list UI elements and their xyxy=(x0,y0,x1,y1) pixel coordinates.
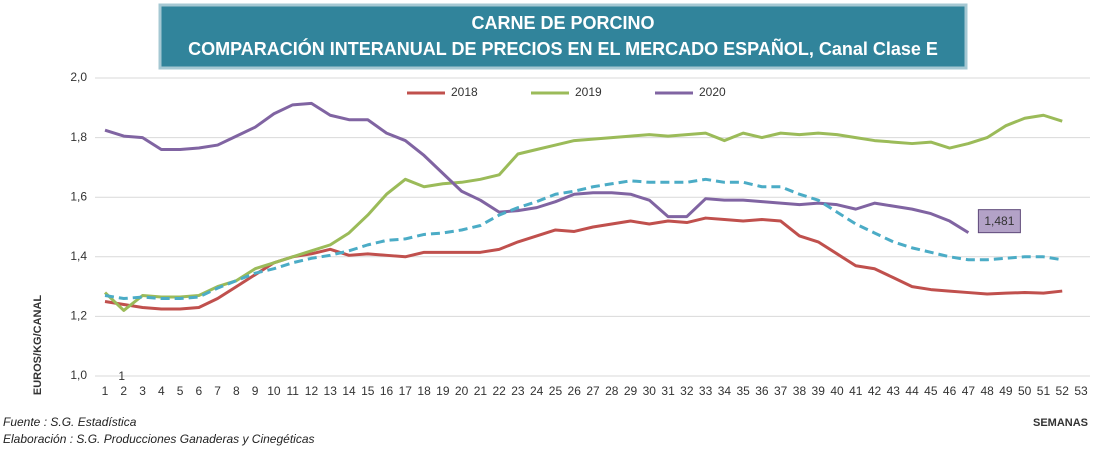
x-tick-label: 50 xyxy=(1018,384,1032,398)
x-tick-label: 48 xyxy=(980,384,994,398)
x-tick-label: 29 xyxy=(624,384,638,398)
x-tick-label: 38 xyxy=(793,384,807,398)
x-tick-label: 30 xyxy=(643,384,657,398)
y-tick-label: 2,0 xyxy=(70,70,87,84)
y-tick-label: 1,8 xyxy=(70,130,87,144)
x-tick-label: 11 xyxy=(286,384,299,398)
x-tick-label: 33 xyxy=(699,384,713,398)
x-tick-label: 18 xyxy=(417,384,431,398)
y-tick-label: 1,6 xyxy=(70,189,87,203)
x-tick-label: 2 xyxy=(120,384,127,398)
x-tick-label: 19 xyxy=(436,384,450,398)
x-tick-label: 8 xyxy=(233,384,240,398)
x-tick-label: 42 xyxy=(868,384,882,398)
x-tick-label: 13 xyxy=(324,384,338,398)
x-tick-label: 4 xyxy=(158,384,165,398)
y-axis-label: EUROS/KG/CANAL xyxy=(32,295,44,396)
x-tick-label: 17 xyxy=(399,384,413,398)
x-tick-label: 32 xyxy=(680,384,694,398)
chart-title: CARNE DE PORCINO xyxy=(471,13,654,33)
x-tick-label: 52 xyxy=(1056,384,1070,398)
credit-note: Elaboración : S.G. Producciones Ganadera… xyxy=(3,432,315,446)
title-box xyxy=(158,3,968,70)
x-tick-label: 21 xyxy=(474,384,488,398)
x-tick-label: 26 xyxy=(568,384,582,398)
x-tick-label: 15 xyxy=(361,384,375,398)
x-tick-label: 6 xyxy=(196,384,203,398)
x-tick-label: 3 xyxy=(139,384,146,398)
x-tick-label: 1 xyxy=(102,384,109,398)
x-tick-label: 53 xyxy=(1074,384,1088,398)
x-tick-label: 49 xyxy=(999,384,1013,398)
x-tick-label: 16 xyxy=(380,384,394,398)
x-tick-label: 12 xyxy=(305,384,319,398)
source-note: Fuente : S.G. Estadística xyxy=(3,415,137,429)
y-tick-label: 1,0 xyxy=(70,368,87,382)
x-tick-label: 41 xyxy=(849,384,863,398)
x-tick-label: 20 xyxy=(455,384,469,398)
x-tick-label: 36 xyxy=(755,384,769,398)
x-tick-label: 24 xyxy=(530,384,544,398)
x-tick-label: 35 xyxy=(736,384,750,398)
x-tick-label: 7 xyxy=(214,384,221,398)
x-tick-label: 23 xyxy=(511,384,525,398)
x-tick-label: 9 xyxy=(252,384,259,398)
x-tick-label: 14 xyxy=(342,384,356,398)
x-tick-label: 27 xyxy=(586,384,600,398)
x-axis-label: SEMANAS xyxy=(1033,417,1088,429)
x-tick-label: 22 xyxy=(492,384,506,398)
annotation: 1 xyxy=(118,369,125,383)
x-tick-label: 47 xyxy=(962,384,976,398)
x-tick-label: 43 xyxy=(887,384,901,398)
value-label: 1,481 xyxy=(984,214,1014,228)
series-line xyxy=(104,216,1063,311)
y-tick-label: 1,2 xyxy=(70,309,87,323)
legend-label: 2020 xyxy=(699,85,726,99)
value-label-box xyxy=(977,209,1021,234)
series-line xyxy=(103,113,1063,312)
legend-label: 2019 xyxy=(575,85,602,99)
x-tick-label: 31 xyxy=(661,384,675,398)
x-tick-label: 5 xyxy=(177,384,184,398)
x-tick-label: 46 xyxy=(943,384,957,398)
x-tick-label: 44 xyxy=(905,384,919,398)
x-tick-label: 51 xyxy=(1037,384,1051,398)
y-tick-label: 1,4 xyxy=(70,249,87,263)
x-tick-label: 25 xyxy=(549,384,563,398)
x-tick-label: 28 xyxy=(605,384,619,398)
x-tick-label: 45 xyxy=(924,384,938,398)
x-tick-label: 10 xyxy=(267,384,281,398)
x-tick-label: 40 xyxy=(830,384,844,398)
x-tick-label: 37 xyxy=(774,384,788,398)
series-line xyxy=(104,177,1063,301)
legend-label: 2018 xyxy=(451,85,478,99)
chart-subtitle: COMPARACIÓN INTERANUAL DE PRECIOS EN EL … xyxy=(188,38,938,59)
x-tick-label: 39 xyxy=(812,384,826,398)
x-tick-label: 34 xyxy=(718,384,732,398)
